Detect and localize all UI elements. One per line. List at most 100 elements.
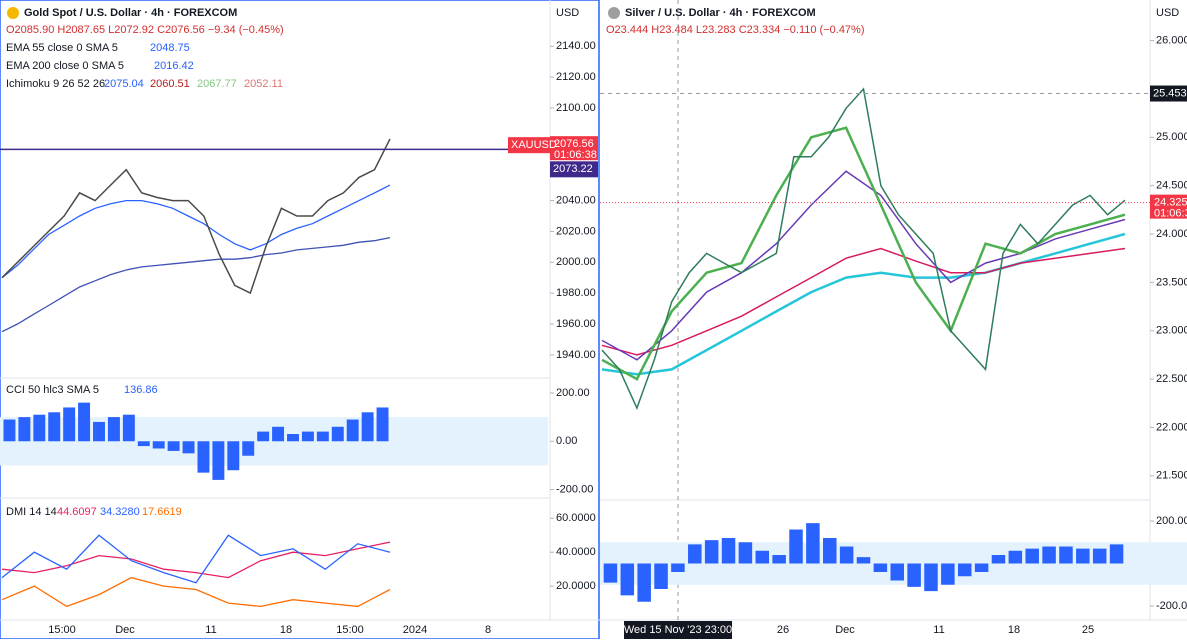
hist-bar (137, 441, 150, 447)
series-line (601, 87, 1126, 411)
price-label: 2040.00 (556, 194, 596, 206)
price-label: 2140.00 (556, 40, 596, 52)
hist-bar (856, 557, 871, 564)
hist-bar (823, 538, 837, 564)
price-label: 25.000 (1156, 131, 1187, 143)
price-box (550, 161, 598, 178)
price-label: -200.00 (1156, 600, 1187, 612)
legend: EMA 200 close 0 SMA 5 (6, 60, 124, 72)
series-line (1, 576, 391, 608)
legend-value: 2048.75 (150, 42, 190, 54)
legend-value: 2067.77 (197, 78, 237, 90)
price-label: 23.500 (1156, 276, 1187, 288)
price-label: 200.00 (556, 387, 590, 399)
ohlc: O23.444 H23.484 L23.283 C23.334 −0.110 (… (606, 24, 865, 36)
series-line (1, 541, 391, 579)
hist-bar (637, 563, 651, 602)
hist-bar (48, 412, 61, 442)
hist-bar (18, 417, 31, 442)
title: Gold Spot / U.S. Dollar · 4h · FOREXCOM (24, 7, 237, 19)
hist-bar (1008, 550, 1023, 564)
series-line (601, 247, 1126, 356)
hist-bar (890, 563, 904, 581)
legend: DMI 14 14 (6, 506, 57, 518)
left-panel (0, 0, 600, 640)
hist-bar (941, 563, 955, 585)
time-label: 11 (205, 624, 216, 636)
series-line (1, 236, 391, 333)
hist-bar (78, 402, 91, 442)
price-box-text: 25.453 (1153, 87, 1187, 99)
hist-bar (301, 431, 314, 442)
hist-bar (654, 563, 668, 589)
price-label: 2120.00 (556, 71, 596, 83)
title: Silver / U.S. Dollar · 4h · FOREXCOM (625, 7, 816, 19)
time-label: 15:00 (48, 624, 76, 636)
time-label: 18 (280, 624, 292, 636)
hist-bar (603, 563, 618, 583)
hist-bar (1042, 546, 1056, 564)
legend-value: 2075.04 (104, 78, 144, 90)
ohlc: O2085.90 H2087.65 L2072.92 C2076.56 −9.3… (6, 24, 284, 36)
hist-bar (924, 563, 938, 592)
series-line (601, 232, 1126, 376)
series-line (1, 534, 391, 584)
hist-bar (227, 441, 240, 471)
price-label: 60.0000 (556, 512, 596, 524)
time-label: 2024 (403, 624, 427, 636)
price-label: 2100.00 (556, 102, 596, 114)
price-label: 26.000 (1156, 35, 1187, 47)
series-line (1, 184, 391, 279)
hist-bar (3, 419, 16, 442)
hist-bar (272, 426, 285, 442)
price-box (1150, 85, 1187, 102)
hist-bar (772, 555, 786, 564)
time-label: Wed 15 Nov '23 23:00 (624, 624, 732, 636)
currency: USD (1156, 7, 1179, 19)
price-label: 2000.00 (556, 256, 596, 268)
hist-bar (242, 441, 255, 456)
legend: CCI 50 hlc3 SMA 5 (6, 384, 99, 396)
hist-bar (63, 407, 76, 442)
hist-bar (122, 414, 135, 442)
hist-bar (974, 563, 989, 572)
hist-bar (721, 538, 736, 564)
price-box-text: XAUUSD (511, 139, 557, 151)
price-label: 22.000 (1156, 421, 1187, 433)
legend-value: 2060.51 (150, 78, 190, 90)
hist-bar (33, 414, 46, 442)
price-label: -200.00 (556, 483, 593, 495)
hist-bar (361, 412, 374, 442)
hist-bar (316, 431, 329, 442)
hist-bar (107, 417, 120, 442)
hist-bar (1109, 544, 1124, 564)
hist-bar (620, 563, 635, 596)
price-label: 22.500 (1156, 373, 1187, 385)
hist-bar (1025, 548, 1039, 564)
price-box-text: 2073.22 (553, 163, 593, 175)
hist-bar (167, 441, 180, 451)
price-label: 24.000 (1156, 228, 1187, 240)
price-box-text: 24.325 (1154, 197, 1187, 209)
hist-bar (331, 426, 344, 442)
legend-value: 2016.42 (154, 60, 194, 72)
price-line-marker (550, 136, 598, 161)
hist-bar (957, 563, 972, 577)
hist-bar (839, 546, 854, 564)
hist-bar (212, 441, 225, 480)
price-label: 20.0000 (556, 580, 596, 592)
price-label: 23.000 (1156, 325, 1187, 337)
price-label: 2020.00 (556, 225, 596, 237)
time-label: 18 (1008, 624, 1020, 636)
legend-value: 2052.11 (244, 78, 283, 90)
legend: Ichimoku 9 26 52 26 (6, 78, 105, 90)
price-box-text: 01:06:38 (554, 149, 597, 161)
series-line (601, 170, 1126, 361)
hist-bar (376, 407, 389, 442)
price-box (508, 137, 550, 154)
series-line (1, 138, 391, 295)
hist-bar (789, 529, 803, 564)
symbol-icon (7, 7, 19, 19)
legend-value: 17.6619 (142, 506, 182, 518)
